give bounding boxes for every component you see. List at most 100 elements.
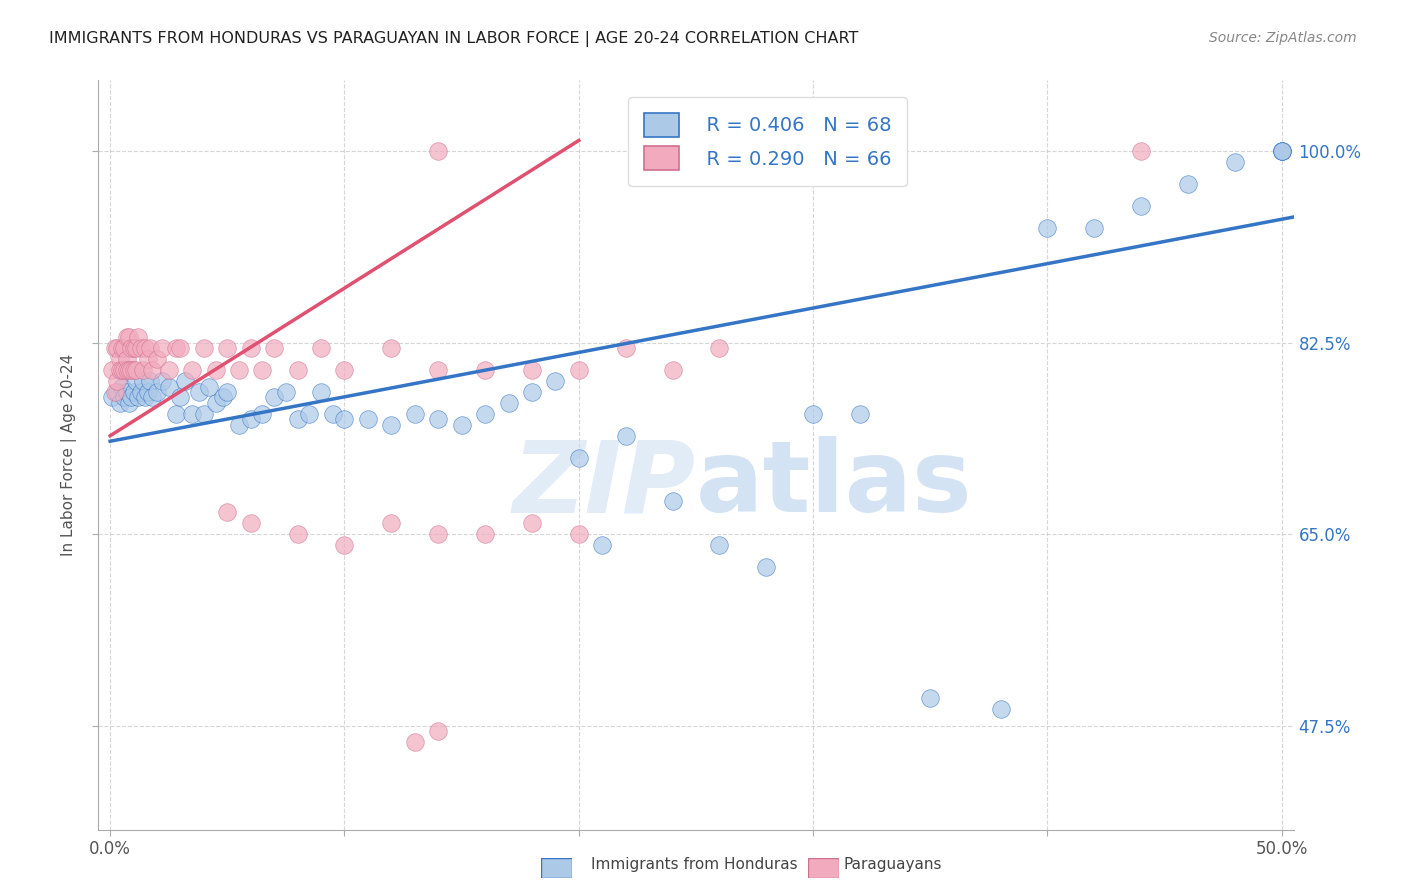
Point xyxy=(134,391,156,405)
Point xyxy=(122,363,145,377)
Point xyxy=(287,527,309,541)
Text: ZIP: ZIP xyxy=(513,436,696,533)
Point xyxy=(125,363,148,377)
Text: Source: ZipAtlas.com: Source: ZipAtlas.com xyxy=(1209,31,1357,45)
Point xyxy=(309,341,332,355)
Point xyxy=(125,341,148,355)
Point xyxy=(136,352,159,367)
Point xyxy=(139,374,162,388)
Point xyxy=(115,384,138,399)
Point xyxy=(309,384,332,399)
Y-axis label: In Labor Force | Age 20-24: In Labor Force | Age 20-24 xyxy=(60,354,77,556)
Point xyxy=(614,429,637,443)
Point xyxy=(520,516,543,531)
Point xyxy=(1083,221,1105,235)
Point xyxy=(217,341,239,355)
Point xyxy=(122,341,145,355)
Point xyxy=(568,450,591,465)
Point xyxy=(104,384,127,399)
Point xyxy=(755,560,778,574)
Point xyxy=(1271,145,1294,159)
Point xyxy=(252,363,274,377)
Point xyxy=(146,352,169,367)
Point xyxy=(120,341,142,355)
Point xyxy=(591,538,613,552)
Point xyxy=(108,363,131,377)
Point xyxy=(1223,155,1246,169)
Point xyxy=(105,374,128,388)
Point xyxy=(217,505,239,519)
Point xyxy=(498,396,520,410)
Point xyxy=(239,341,262,355)
Point xyxy=(125,374,148,388)
Point xyxy=(211,391,233,405)
Point xyxy=(188,384,211,399)
Point xyxy=(263,391,285,405)
Point xyxy=(157,363,180,377)
Point xyxy=(322,407,344,421)
Point xyxy=(101,363,124,377)
Point xyxy=(150,341,173,355)
Point xyxy=(333,538,356,552)
Point xyxy=(132,374,155,388)
Point xyxy=(112,391,135,405)
Point xyxy=(239,412,262,426)
Point xyxy=(427,145,450,159)
Point xyxy=(661,363,683,377)
Point xyxy=(157,379,180,393)
Point xyxy=(1271,145,1294,159)
Point xyxy=(165,407,187,421)
Point xyxy=(709,341,731,355)
Point xyxy=(150,374,173,388)
Point xyxy=(333,412,356,426)
Point xyxy=(568,527,591,541)
Point xyxy=(217,384,239,399)
Text: Paraguayans: Paraguayans xyxy=(844,857,942,872)
Point xyxy=(136,384,159,399)
Point xyxy=(169,391,191,405)
Point xyxy=(111,363,134,377)
Point xyxy=(115,330,138,344)
Point xyxy=(118,396,141,410)
Point xyxy=(298,407,321,421)
Point xyxy=(197,379,219,393)
Point xyxy=(111,341,134,355)
Point xyxy=(380,341,402,355)
Point xyxy=(146,384,169,399)
Point xyxy=(118,330,141,344)
Point xyxy=(134,341,156,355)
Point xyxy=(129,384,152,399)
Point xyxy=(404,407,426,421)
Point xyxy=(380,516,402,531)
Point xyxy=(118,363,141,377)
Point xyxy=(1271,145,1294,159)
Point xyxy=(380,417,402,432)
Point xyxy=(101,391,124,405)
Point xyxy=(181,363,204,377)
Point xyxy=(709,538,731,552)
Point xyxy=(193,341,215,355)
Point xyxy=(287,412,309,426)
Point xyxy=(127,391,149,405)
Point xyxy=(127,330,149,344)
Point xyxy=(174,374,197,388)
Point xyxy=(1036,221,1059,235)
Point xyxy=(568,363,591,377)
Point xyxy=(141,391,163,405)
Text: IMMIGRANTS FROM HONDURAS VS PARAGUAYAN IN LABOR FORCE | AGE 20-24 CORRELATION CH: IMMIGRANTS FROM HONDURAS VS PARAGUAYAN I… xyxy=(49,31,859,47)
Text: atlas: atlas xyxy=(696,436,973,533)
Point xyxy=(474,527,496,541)
Point xyxy=(427,363,450,377)
Point xyxy=(252,407,274,421)
Point xyxy=(1271,145,1294,159)
Point xyxy=(115,363,138,377)
Point xyxy=(165,341,187,355)
Point xyxy=(108,352,131,367)
Point xyxy=(849,407,872,421)
Legend:   R = 0.406   N = 68,   R = 0.290   N = 66: R = 0.406 N = 68, R = 0.290 N = 66 xyxy=(628,97,907,186)
Point xyxy=(122,384,145,399)
Point xyxy=(181,407,204,421)
Point xyxy=(333,363,356,377)
Point xyxy=(474,363,496,377)
Point xyxy=(520,363,543,377)
